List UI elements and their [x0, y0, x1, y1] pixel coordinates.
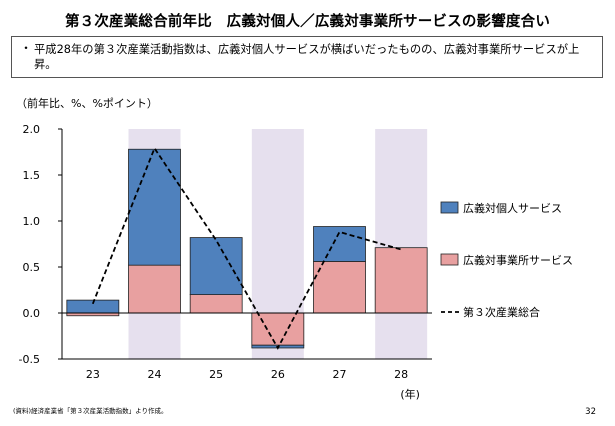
bar-series1-27	[313, 261, 366, 314]
legend-label-2: 広義対事業所サービス	[463, 253, 573, 267]
summary-text: 平成28年の第３次産業活動指数は、広義対個人サービスが横ばいだったものの、広義対…	[34, 43, 580, 71]
x-axis-label: (年)	[400, 387, 420, 401]
y-tick-label: 0.5	[23, 261, 41, 274]
source-note: (資料)経済産業省「第３次産業活動指数」より作成。	[13, 407, 168, 415]
x-tick-label-28: 28	[394, 368, 408, 381]
bullet-icon: ・	[20, 41, 33, 55]
y-unit-label: （前年比、%、%ポイント）	[16, 96, 158, 110]
summary-box: ・ 平成28年の第３次産業活動指数は、広義対個人サービスが横ばいだったものの、広…	[11, 36, 603, 78]
legend-label-3: 第３次産業総合	[463, 305, 540, 319]
y-tick-label: 1.5	[23, 169, 41, 182]
total-line	[91, 146, 402, 350]
legend-swatch-1	[440, 201, 459, 214]
bar-series1-28	[374, 247, 428, 314]
bar-series2-24	[128, 148, 181, 266]
bar-series1-25	[189, 294, 243, 314]
legend-label-1: 広義対個人サービス	[463, 201, 562, 215]
page-title: 第３次産業総合前年比 広義対個人／広義対事業所サービスの影響度合い	[64, 14, 551, 30]
y-tick-label: -0.5	[19, 353, 40, 366]
x-tick-label-24: 24	[148, 368, 162, 381]
x-tick-label-25: 25	[209, 368, 223, 381]
page-number: 32	[585, 407, 596, 417]
bar-series1-24	[128, 264, 181, 314]
y-tick-label: 0.0	[23, 307, 41, 320]
legend-swatch-2	[440, 253, 459, 266]
bar-series2-27	[313, 226, 366, 262]
y-tick-label: 1.0	[23, 215, 41, 228]
x-tick-label-26: 26	[271, 368, 285, 381]
bar-series1-26	[251, 312, 305, 346]
x-tick-label-27: 27	[333, 368, 347, 381]
x-tick-label-23: 23	[86, 368, 100, 381]
bar-series2-25	[189, 237, 243, 295]
y-tick-label: 2.0	[23, 123, 41, 136]
